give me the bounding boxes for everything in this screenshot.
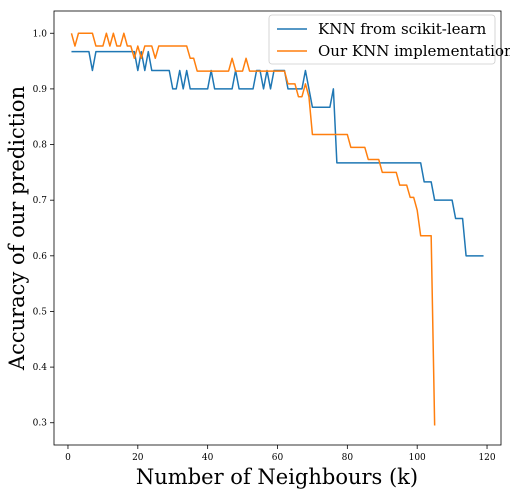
y-axis-title: Accuracy of our prediction [5, 86, 29, 371]
y-tick-label: 0.3 [33, 419, 48, 429]
x-tick-label: 120 [478, 453, 495, 463]
series-line-2 [70, 32, 436, 426]
y-tick-label: 0.8 [33, 141, 48, 151]
y-tick-label: 0.9 [33, 85, 48, 95]
x-tick-label: 40 [202, 453, 214, 463]
y-tick-label: 0.7 [33, 196, 48, 206]
x-axis-ticks: 0 20 40 60 80 100 120 [65, 445, 496, 463]
y-tick-label: 0.6 [33, 252, 48, 262]
legend: KNN from scikit-learn Our KNN implementat… [268, 14, 510, 65]
x-tick-label: 20 [132, 453, 144, 463]
y-tick-label: 0.5 [33, 307, 48, 317]
x-axis-title: Number of Neighbours (k) [136, 465, 418, 489]
legend-label-2: Our KNN implementation [318, 42, 510, 60]
legend-label-1: KNN from scikit-learn [318, 20, 487, 38]
x-tick-label: 100 [409, 453, 426, 463]
x-tick-label: 60 [272, 453, 284, 463]
y-tick-label: 0.4 [33, 363, 48, 373]
y-tick-label: 1.0 [33, 29, 48, 39]
x-tick-label: 0 [65, 453, 71, 463]
x-tick-label: 80 [342, 453, 354, 463]
y-axis-ticks: 0.3 0.4 0.5 0.6 0.7 0.8 0.9 1.0 [33, 29, 54, 429]
plot-lines [70, 32, 484, 426]
legend-frame [268, 14, 496, 65]
